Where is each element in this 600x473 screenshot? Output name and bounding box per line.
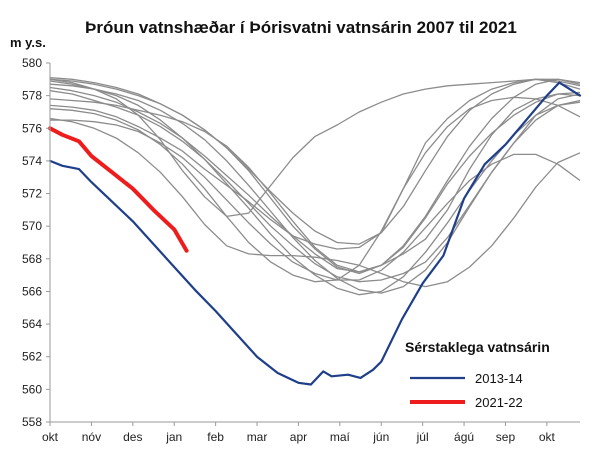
legend-title: Sérstaklega vatnsárin bbox=[405, 339, 550, 355]
y-tick-label: 580 bbox=[22, 56, 42, 70]
y-tick-label: 578 bbox=[22, 89, 42, 103]
y-tick-label: 558 bbox=[22, 415, 42, 429]
background-series-line bbox=[49, 80, 581, 296]
axes: 558 560 562 564 566 568 570 572 574 576 578 580 okt n… bbox=[22, 56, 580, 444]
y-tick-label: 566 bbox=[22, 284, 42, 298]
background-series-line bbox=[49, 96, 581, 283]
y-tick-label: 572 bbox=[22, 187, 42, 201]
x-tick-label: jún bbox=[372, 430, 389, 444]
y-tick-label: 560 bbox=[22, 382, 42, 396]
background-series-line bbox=[49, 83, 581, 294]
background-series-line bbox=[49, 78, 581, 250]
x-tick-label: ágú bbox=[454, 430, 474, 444]
x-tick-label: okt bbox=[42, 430, 59, 444]
background-series-line bbox=[49, 91, 581, 273]
y-tick-label: 574 bbox=[22, 154, 42, 168]
background-series-line bbox=[49, 78, 581, 275]
x-tick-label: mar bbox=[247, 430, 268, 444]
x-tick-label: okt bbox=[539, 430, 556, 444]
background-series-line bbox=[49, 117, 581, 288]
y-tick-label: 568 bbox=[22, 252, 42, 266]
background-series-line bbox=[49, 86, 581, 273]
plot-area bbox=[48, 77, 582, 386]
y-tick-label: 570 bbox=[22, 219, 42, 233]
y-tick-label: 562 bbox=[22, 350, 42, 364]
x-tick-label: sep bbox=[496, 430, 516, 444]
legend-label-2021-22: 2021-22 bbox=[475, 395, 523, 410]
legend: Sérstaklega vatnsárin 2013-14 2021-22 bbox=[405, 339, 550, 410]
x-tick-label: des bbox=[123, 430, 142, 444]
legend-label-2013-14: 2013-14 bbox=[475, 371, 523, 386]
x-tick-label: jan bbox=[165, 430, 182, 444]
x-tick-label: nóv bbox=[82, 430, 101, 444]
x-tick-label: apr bbox=[290, 430, 307, 444]
x-tick-label: júl bbox=[416, 430, 429, 444]
x-tick-label: feb bbox=[207, 430, 224, 444]
y-tick-label: 564 bbox=[22, 317, 42, 331]
series-line-2021-22 bbox=[48, 126, 189, 253]
background-series-line bbox=[50, 119, 581, 281]
y-tick-label: 576 bbox=[22, 121, 42, 135]
x-tick-label: maí bbox=[330, 430, 351, 444]
series-line-2013-14 bbox=[48, 81, 582, 386]
background-series-line bbox=[49, 77, 581, 245]
chart-title: Þróun vatnshæðar í Þórisvatni vatnsárin … bbox=[85, 18, 517, 37]
y-axis-label: m y.s. bbox=[10, 35, 46, 50]
